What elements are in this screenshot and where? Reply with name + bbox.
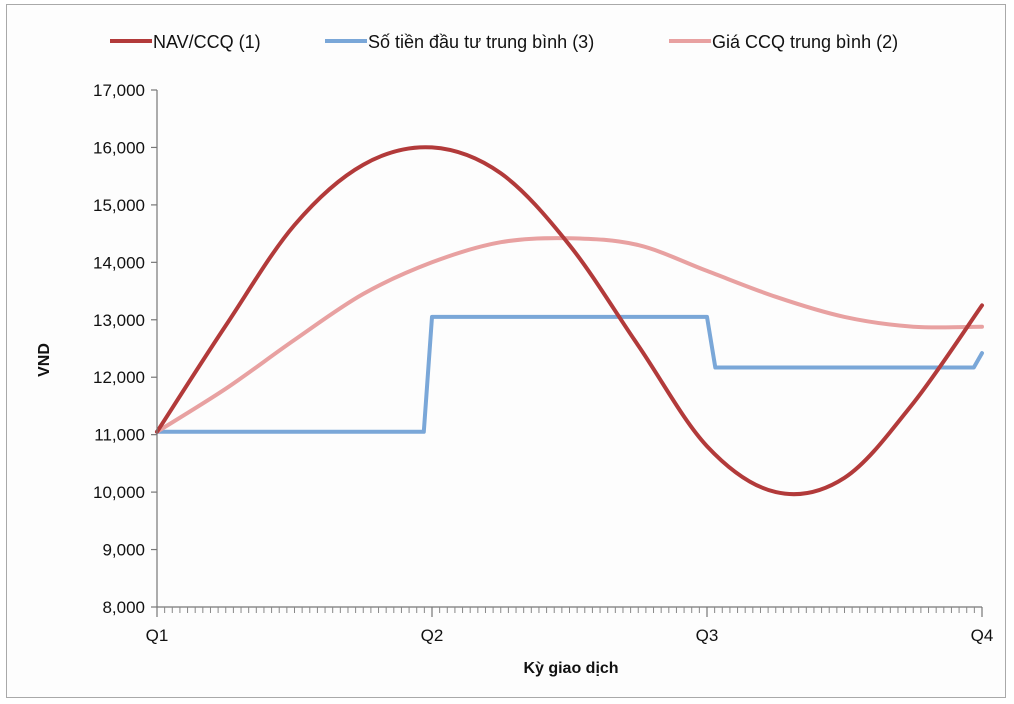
- y-tick-label: 12,000: [93, 368, 145, 387]
- line-chart: NAV/CCQ (1) Số tiền đầu tư trung bình (3)…: [36, 32, 994, 677]
- y-axis: 8,000 9,000 10,000 11,000 12,000 13,000 14,000…: [93, 81, 158, 617]
- series-line-1: [155, 145, 984, 497]
- legend: NAV/CCQ (1) Số tiền đầu tư trung bình (3)…: [110, 32, 898, 52]
- plot-area: [155, 145, 984, 497]
- chart-frame: NAV/CCQ (1) Số tiền đầu tư trung bình (3)…: [6, 4, 1006, 698]
- y-tick-label: 9,000: [102, 541, 145, 560]
- y-tick-label: 13,000: [93, 311, 145, 330]
- series-line-3: [155, 236, 984, 434]
- x-axis: Q1 Q2 Q3 Q4: [146, 606, 994, 645]
- y-tick-label: 8,000: [102, 598, 145, 617]
- y-tick-label: 16,000: [93, 138, 145, 157]
- y-tick-label: 14,000: [93, 253, 145, 272]
- x-tick-label: Q2: [421, 626, 444, 645]
- legend-label-2: Số tiền đầu tư trung bình (3): [368, 32, 594, 52]
- legend-label-1: NAV/CCQ (1): [153, 32, 261, 52]
- y-tick-label: 15,000: [93, 196, 145, 215]
- x-axis-title: Kỳ giao dịch: [523, 660, 618, 677]
- y-tick-label: 11,000: [94, 426, 145, 445]
- x-tick-label: Q4: [971, 626, 994, 645]
- series-line-2: [155, 314, 984, 434]
- y-tick-label: 17,000: [93, 81, 145, 100]
- y-axis-title: VND: [36, 343, 53, 377]
- legend-label-3: Giá CCQ trung bình (2): [712, 32, 898, 52]
- x-tick-label: Q3: [696, 626, 719, 645]
- x-tick-label: Q1: [146, 626, 169, 645]
- y-tick-label: 10,000: [93, 483, 145, 502]
